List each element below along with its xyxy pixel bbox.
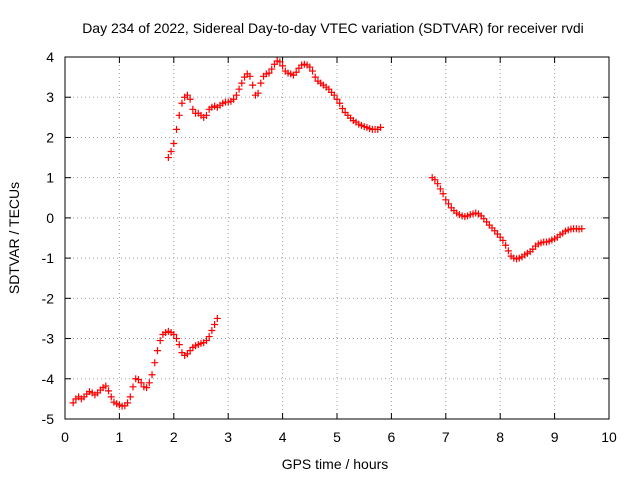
data-point [230, 95, 238, 103]
data-point [276, 58, 284, 66]
series-3 [428, 174, 586, 263]
data-point [205, 333, 213, 341]
data-point [156, 337, 164, 345]
data-point [249, 81, 257, 89]
data-point [151, 359, 159, 367]
y-tick-label: 2 [46, 129, 54, 145]
series-2 [164, 57, 385, 162]
data-point [434, 180, 442, 188]
data-point [170, 139, 178, 147]
data-point [268, 65, 276, 73]
data-point [143, 384, 151, 392]
data-point [211, 320, 219, 328]
data-point [292, 68, 300, 76]
data-point [306, 63, 314, 71]
x-tick-label: 1 [116, 429, 124, 445]
x-tick-label: 8 [496, 429, 504, 445]
x-tick-label: 0 [61, 429, 69, 445]
data-point [102, 382, 110, 390]
data-points [69, 57, 586, 410]
data-point [578, 225, 586, 233]
x-tick-labels: 0 1 2 3 4 5 6 7 8 9 10 [61, 429, 617, 445]
data-point [137, 379, 145, 387]
chart-title: Day 234 of 2022, Sidereal Day-to-day VTE… [82, 20, 584, 36]
data-point [175, 111, 183, 119]
y-tick-label: -2 [42, 290, 55, 306]
y-axis-label: SDTVAR / TECUs [6, 182, 22, 294]
x-tick-label: 9 [551, 429, 559, 445]
x-tick-label: 2 [170, 429, 178, 445]
x-tick-label: 5 [333, 429, 341, 445]
data-point [235, 85, 243, 93]
y-tick-labels: -5 -4 -3 -2 -1 0 1 2 3 4 [42, 49, 55, 427]
data-point [186, 95, 194, 103]
y-tick-label: 4 [46, 49, 54, 65]
data-point [124, 399, 132, 407]
data-point [178, 99, 186, 107]
x-tick-label: 3 [224, 429, 232, 445]
x-tick-label: 7 [442, 429, 450, 445]
data-point [213, 314, 221, 322]
data-point [105, 387, 113, 395]
data-point [330, 91, 338, 99]
data-point [254, 89, 262, 97]
data-point [265, 69, 273, 77]
data-point [445, 200, 453, 208]
x-tick-label: 6 [388, 429, 396, 445]
series-1 [69, 314, 221, 410]
y-tick-label: -5 [42, 411, 55, 427]
data-point [126, 393, 134, 401]
data-point [246, 72, 254, 80]
data-point [279, 62, 287, 70]
data-point [238, 79, 246, 87]
data-point [173, 335, 181, 343]
data-point [148, 371, 156, 379]
data-point [153, 347, 161, 355]
data-point [504, 247, 512, 255]
axis-ticks [64, 56, 610, 420]
y-tick-label: -3 [42, 331, 55, 347]
x-tick-label: 4 [279, 429, 287, 445]
data-point [232, 91, 240, 99]
data-point [129, 383, 137, 391]
data-point [338, 104, 346, 112]
data-point [333, 95, 341, 103]
data-point [336, 99, 344, 107]
data-point [442, 196, 450, 204]
grid-lines [65, 57, 609, 419]
x-tick-label: 10 [601, 429, 617, 445]
data-point [208, 327, 216, 335]
y-tick-label: -1 [42, 250, 55, 266]
data-point [202, 337, 210, 345]
data-point [502, 241, 510, 249]
data-point [173, 125, 181, 133]
data-point [69, 399, 77, 407]
data-point [183, 91, 191, 99]
data-point [107, 393, 115, 401]
y-tick-label: -4 [42, 371, 55, 387]
data-point [309, 67, 317, 75]
data-point [499, 236, 507, 244]
data-point [431, 176, 439, 184]
y-tick-label: 3 [46, 89, 54, 105]
data-point [311, 73, 319, 81]
data-point [257, 79, 265, 87]
data-point [189, 105, 197, 113]
data-point [170, 331, 178, 339]
data-point [145, 379, 153, 387]
data-point [436, 185, 444, 193]
data-point [175, 341, 183, 349]
data-point [164, 154, 172, 162]
y-tick-label: 1 [46, 170, 54, 186]
data-point [167, 148, 175, 156]
y-tick-label: 0 [46, 210, 54, 226]
x-axis-label: GPS time / hours [282, 456, 389, 472]
data-point [439, 190, 447, 198]
data-point [377, 123, 385, 131]
data-point [202, 111, 210, 119]
